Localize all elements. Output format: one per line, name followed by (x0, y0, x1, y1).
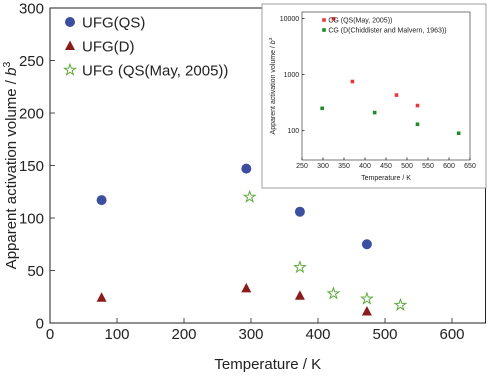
point (359, 291, 374, 305)
point (393, 297, 408, 312)
x-tick-label: 600 (439, 326, 464, 343)
legend-label: UFG(QS) (82, 14, 145, 31)
point (294, 290, 305, 300)
point (415, 122, 420, 127)
legend-label: UFG (QS(May, 2005)) (82, 62, 228, 79)
x-tick-label: 500 (401, 163, 413, 170)
x-tick-label: 650 (464, 163, 476, 170)
y-tick-label: 10000 (280, 16, 300, 23)
x-tick-label: 300 (317, 163, 329, 170)
x-axis-label: Temperature / K (214, 356, 321, 373)
x-tick-label: 350 (338, 163, 350, 170)
legend-label: CG (D(Chiddister and Malvern, 1963)) (328, 27, 446, 34)
point (242, 189, 257, 203)
x-tick-label: 300 (238, 326, 263, 343)
x-tick-label: 550 (422, 163, 434, 170)
y-tick-label: 150 (19, 158, 44, 175)
point (331, 17, 336, 21)
point (350, 79, 355, 84)
x-axis-label: Temperature / K (361, 175, 411, 182)
legend-marker (63, 62, 77, 76)
y-tick-label: 300 (19, 0, 44, 17)
point (394, 93, 399, 97)
y-tick-label: 200 (19, 105, 44, 122)
legend-marker (322, 28, 326, 32)
x-tick-label: 200 (171, 326, 196, 343)
point (361, 239, 372, 250)
point (241, 163, 252, 174)
y-axis-label-text: Apparent activation volume / (270, 44, 277, 134)
legend-marker (322, 18, 326, 22)
point (292, 260, 307, 274)
y-axis-label-power: 3 (1, 62, 13, 68)
point (320, 106, 324, 111)
x-tick-label: 400 (359, 163, 371, 170)
x-tick-label: 600 (443, 163, 455, 170)
y-axis-label: Apparent activation volume / b3 (268, 37, 277, 134)
x-tick-label: 250 (296, 163, 308, 170)
legend-label: CG (QS(May, 2005)) (328, 17, 392, 24)
legend-marker (65, 17, 75, 27)
point (361, 305, 372, 316)
y-tick-label: 250 (19, 53, 44, 70)
y-axis-label-unit: b (3, 68, 20, 76)
y-axis-label-unit: b (270, 40, 277, 44)
legend-label: UFG(D) (82, 38, 135, 55)
point (372, 110, 377, 115)
x-tick-label: 500 (372, 326, 397, 343)
x-tick-label: 0 (46, 326, 54, 343)
point (96, 195, 107, 206)
point (241, 282, 252, 293)
x-tick-label: 450 (380, 163, 392, 170)
y-tick-label: 100 (19, 210, 44, 227)
point (456, 131, 461, 136)
y-tick-label: 100 (288, 128, 300, 135)
y-tick-label: 0 (36, 315, 44, 332)
y-tick-label: 50 (27, 263, 44, 280)
point (96, 292, 107, 302)
x-tick-label: 400 (305, 326, 330, 343)
point (294, 206, 305, 217)
y-axis-label-text: Apparent activation volume / (3, 76, 20, 269)
x-tick-label: 100 (104, 326, 129, 343)
legend-marker (65, 40, 75, 50)
y-axis-label: Apparent activation volume / b3 (1, 62, 20, 270)
inset-frame (261, 3, 487, 189)
point (415, 103, 420, 108)
point (326, 286, 341, 300)
y-tick-label: 1000 (284, 72, 300, 79)
y-axis-label-power: 3 (268, 37, 274, 40)
